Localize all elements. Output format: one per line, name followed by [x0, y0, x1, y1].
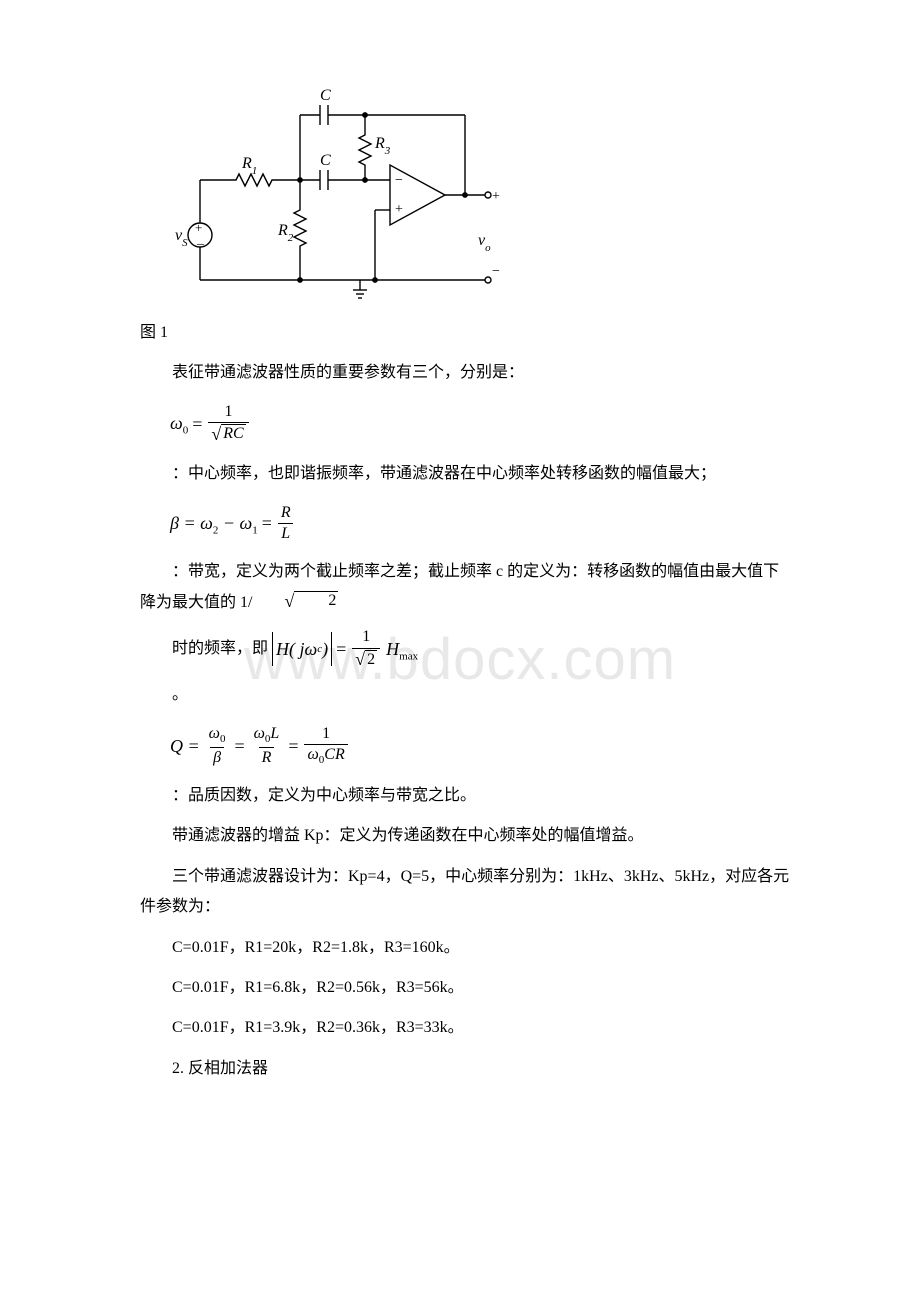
label-vs: vS [175, 227, 188, 249]
opamp-minus-icon: − [395, 173, 403, 188]
denominator: √2 [352, 648, 380, 671]
intro-params-text: 表征带通滤波器性质的重要参数有三个，分别是： [140, 358, 790, 388]
opamp-plus-icon: + [395, 202, 403, 217]
label-c-mid: C [320, 152, 331, 169]
design-text: 三个带通滤波器设计为：Kp=4，Q=5，中心频率分别为：1kHz、3kHz、5k… [140, 862, 790, 923]
numerator: 1 [319, 725, 333, 744]
fraction: 1 √2 [352, 628, 380, 670]
equals-sign: = [234, 729, 244, 763]
quality-factor-text: ：品质因数，定义为中心频率与带宽之比。 [140, 781, 790, 811]
numerator: R [278, 504, 294, 523]
formula-beta: β = ω2 − ω1 = R L [170, 504, 790, 544]
params-line-3: C=0.01F，R1=3.9k，R2=0.36k，R3=33k。 [140, 1013, 790, 1043]
denominator: β [210, 747, 224, 767]
out-minus-icon: − [492, 264, 500, 279]
q-lhs: Q = [170, 729, 200, 763]
cutoff-freq-line: 时的频率，即 H( jωc) = 1 √2 Hmax [140, 628, 790, 670]
numerator: ω0L [251, 725, 283, 747]
abs-value: H( jωc) [272, 632, 332, 666]
numerator: 1 [222, 403, 236, 422]
gain-text: 带通滤波器的增益 Kp：定义为传递函数在中心频率处的幅值增益。 [140, 821, 790, 851]
equals-sign: = [262, 506, 272, 540]
section-2-heading: 2. 反相加法器 [140, 1054, 790, 1084]
formula-omega0: ω0 = 1 √RC [170, 403, 790, 445]
denominator: R [259, 747, 275, 767]
label-r1: R1 [241, 155, 257, 177]
equals-sign: = [192, 407, 202, 441]
fraction-1: ω0 β [206, 725, 229, 767]
label-vo: vo [478, 232, 491, 254]
denominator: ω0CR [304, 744, 347, 767]
beta-lhs: β = ω2 − ω1 [170, 506, 258, 541]
center-freq-text: ：中心频率，也即谐振频率，带通滤波器在中心频率处转移函数的幅值最大； [140, 459, 790, 489]
fraction-3: 1 ω0CR [304, 725, 347, 767]
bandwidth-text: ：带宽，定义为两个截止频率之差；截止频率 c 的定义为：转移函数的幅值由最大值下… [140, 557, 790, 618]
h-max: Hmax [386, 632, 418, 667]
denominator: √RC [208, 422, 248, 445]
circuit-figure: C C R1 R2 R3 vS vo + _ − + + − [170, 80, 510, 300]
out-plus-icon: + [492, 189, 500, 204]
formula-q: Q = ω0 β = ω0L R = 1 ω0CR [170, 725, 790, 767]
bandpass-filter-circuit: C C R1 R2 R3 vS vo + _ − + + − [170, 80, 510, 300]
denominator: L [278, 523, 293, 543]
equals-sign: = [288, 729, 298, 763]
label-c-top: C [320, 87, 331, 104]
params-line-2: C=0.01F，R1=6.8k，R2=0.56k，R3=56k。 [140, 973, 790, 1003]
params-line-1: C=0.01F，R1=20k，R2=1.8k，R3=160k。 [140, 933, 790, 963]
numerator: ω0 [206, 725, 229, 747]
formula-h-jwc: H( jωc) = 1 √2 Hmax [272, 628, 418, 670]
src-minus-icon: _ [196, 232, 205, 247]
period-text: 。 [140, 680, 790, 710]
label-r2: R2 [277, 222, 294, 244]
figure-label: 图 1 [140, 318, 790, 348]
fraction-2: ω0L R [251, 725, 283, 767]
fraction: R L [278, 504, 294, 544]
label-r3: R3 [374, 135, 391, 157]
numerator: 1 [359, 628, 373, 647]
fraction: 1 √RC [208, 403, 248, 445]
equals-sign: = [336, 632, 346, 666]
omega-symbol: ω0 [170, 406, 188, 441]
cutoff-prefix: 时的频率，即 [172, 634, 268, 664]
